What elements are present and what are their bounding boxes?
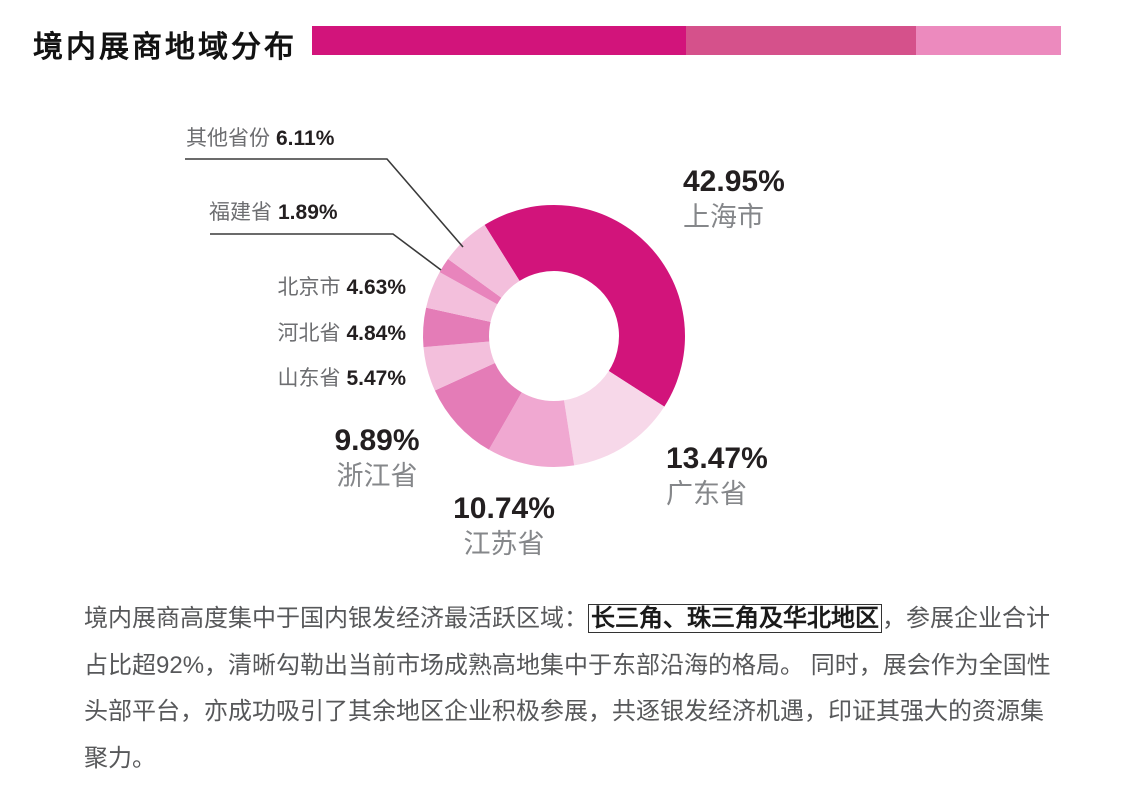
label-name: 河北省 [277, 322, 341, 345]
label-name: 浙江省 [336, 461, 418, 491]
label-name: 广东省 [666, 479, 747, 509]
donut-segment-北京市 [426, 272, 498, 322]
donut-segment-广东省 [564, 371, 665, 466]
label-value: 42.95% [683, 165, 785, 198]
donut-segment-河北省 [423, 307, 491, 348]
leader-line-fujian [210, 233, 442, 271]
label-value: 6.11% [276, 127, 335, 150]
label-beijing: 北京市 4.63% [246, 275, 406, 301]
label-shanghai: 42.95% 上海市 [683, 164, 785, 234]
label-value: 13.47% [666, 442, 768, 475]
label-value: 4.84% [346, 322, 406, 345]
accent-bar-segment-3 [916, 26, 1061, 55]
caption-highlight: 长三角、珠三角及华北地区 [588, 604, 882, 633]
label-name: 江苏省 [463, 529, 545, 559]
donut-segment-山东省 [423, 341, 495, 391]
donut-segment-其他省份 [448, 224, 520, 298]
label-value: 4.63% [346, 276, 406, 299]
label-name: 福建省 [209, 201, 272, 224]
label-guangdong: 13.47% 广东省 [666, 441, 768, 511]
accent-bar-segment-1 [312, 26, 686, 55]
title-accent-bar [312, 26, 1061, 55]
label-value: 1.89% [278, 201, 338, 224]
label-shandong: 山东省 5.47% [246, 366, 406, 392]
caption-post: ，参展企业合计占比超92%，清晰勾勒出当前市场成熟高地集中于东部沿海的格局。 同… [84, 605, 1051, 772]
label-zhejiang: 9.89% 浙江省 [297, 423, 457, 493]
caption-pre: 境内展商高度集中于国内银发经济最活跃区域： [84, 605, 588, 632]
label-name: 其他省份 [186, 127, 270, 150]
label-name: 山东省 [277, 367, 341, 390]
label-name: 上海市 [683, 202, 764, 232]
label-hebei: 河北省 4.84% [246, 321, 406, 347]
label-value: 5.47% [346, 367, 406, 390]
caption-paragraph: 境内展商高度集中于国内银发经济最活跃区域： 长三角、珠三角及华北地区 ，参展企业合计… [84, 596, 1052, 782]
donut-segment-上海市 [484, 204, 686, 407]
label-value: 9.89% [334, 424, 420, 457]
label-jiangsu: 10.74% 江苏省 [424, 491, 584, 561]
page-title: 境内展商地域分布 [33, 31, 297, 64]
donut-segment-江苏省 [488, 392, 575, 467]
accent-bar-segment-2 [685, 26, 917, 55]
donut-segment-福建省 [439, 258, 502, 305]
label-other-provinces: 其他省份 6.11% [186, 126, 334, 152]
label-value: 10.74% [453, 492, 555, 525]
donut-segments [423, 204, 686, 467]
label-fujian: 福建省 1.89% [209, 200, 338, 226]
label-name: 北京市 [277, 276, 341, 299]
